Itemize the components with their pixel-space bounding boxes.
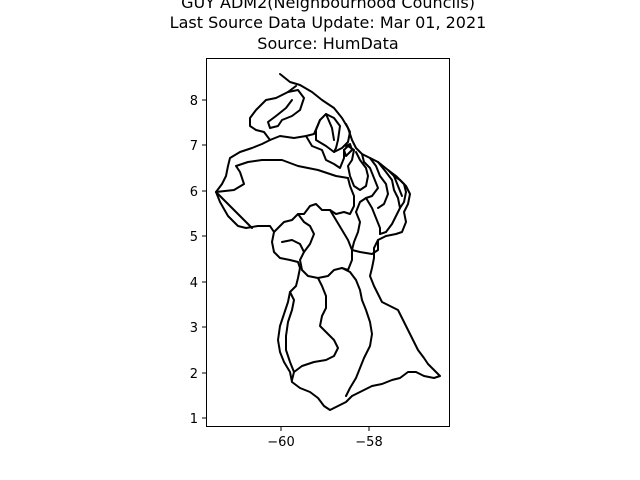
boundary-nw-2 bbox=[269, 113, 341, 153]
map-title-line-3: Source: HumData bbox=[257, 34, 398, 53]
y-tick-label: 7 bbox=[190, 139, 198, 154]
boundary-south-spine bbox=[291, 277, 339, 381]
boundary-coast-4 bbox=[377, 161, 401, 235]
boundary-west-diagonal bbox=[215, 191, 253, 229]
boundary-coast-7 bbox=[343, 143, 353, 157]
boundary-coast-2 bbox=[355, 153, 379, 213]
y-tick-label: 1 bbox=[190, 412, 198, 427]
boundary-east-upper bbox=[365, 197, 381, 235]
country-outline bbox=[215, 73, 441, 411]
y-tick-label: 5 bbox=[190, 230, 198, 245]
boundary-coast-3 bbox=[369, 157, 389, 209]
y-tick-label: 8 bbox=[190, 94, 198, 109]
y-tick-label: 4 bbox=[190, 276, 198, 291]
y-tick-label: 2 bbox=[190, 367, 198, 382]
admin-boundaries bbox=[215, 73, 441, 411]
y-axis: 8 7 6 5 4 3 2 1 bbox=[190, 94, 206, 427]
boundary-nw-4 bbox=[305, 135, 345, 169]
boundary-nw-5 bbox=[315, 119, 351, 153]
boundary-east-central bbox=[351, 211, 379, 255]
x-axis: −60 −58 bbox=[267, 427, 383, 450]
map-title-line-2: Last Source Data Update: Mar 01, 2021 bbox=[170, 13, 487, 32]
boundary-center-sw bbox=[281, 239, 305, 253]
boundary-west-interior bbox=[273, 177, 355, 233]
boundary-south-east bbox=[341, 267, 373, 397]
boundary-nw-6 bbox=[325, 113, 335, 141]
axes-frame bbox=[206, 58, 450, 427]
boundary-nw-1 bbox=[215, 159, 349, 193]
boundary-coast-5 bbox=[387, 169, 407, 209]
x-tick-label: −58 bbox=[355, 435, 382, 450]
boundary-nw-3 bbox=[267, 89, 305, 129]
boundary-coast-1 bbox=[343, 145, 369, 191]
map-title-line-1: GUY ADM2(Neighbourhood Councils) bbox=[181, 0, 475, 12]
y-tick-label: 3 bbox=[190, 321, 198, 336]
boundary-center-west bbox=[297, 209, 353, 279]
boundary-south-west bbox=[285, 291, 295, 373]
boundary-coast-6 bbox=[393, 175, 403, 197]
x-tick-label: −60 bbox=[267, 435, 294, 450]
y-tick-label: 6 bbox=[190, 185, 198, 200]
